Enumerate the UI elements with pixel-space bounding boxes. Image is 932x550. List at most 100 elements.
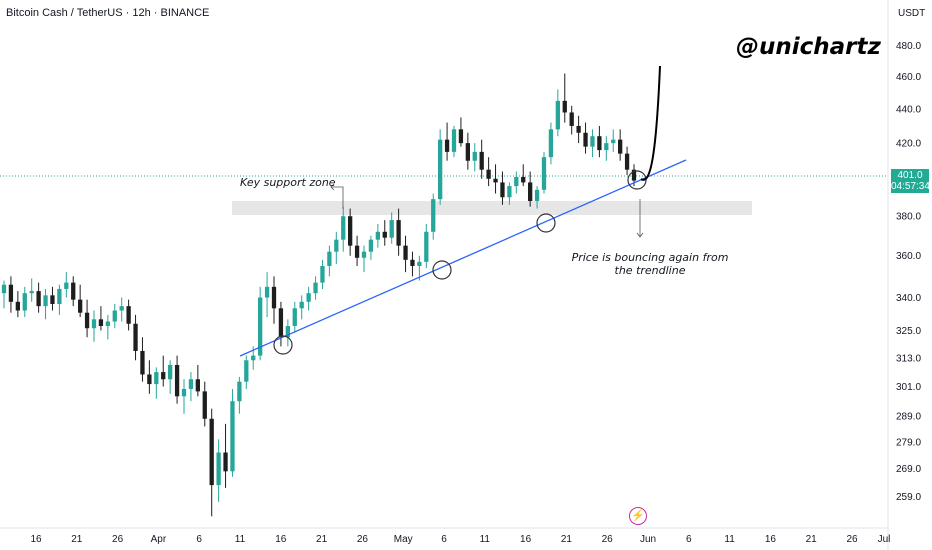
candle-body: [562, 100, 567, 113]
chart-title: Bitcoin Cash / TetherUS · 12h · BINANCE: [6, 7, 210, 19]
candle-body: [223, 452, 228, 472]
candle-body: [431, 199, 436, 232]
y-tick-label: 325.0: [896, 326, 921, 337]
candle-body: [50, 295, 55, 304]
candle-body: [299, 301, 304, 309]
x-tick-label: 6: [196, 534, 202, 545]
candle-body: [528, 182, 533, 202]
candle-body: [71, 282, 76, 300]
bounce-note-line-1: Price is bouncing again from: [571, 251, 729, 264]
x-tick-label: 26: [112, 534, 124, 545]
candle-body: [57, 288, 62, 304]
y-tick-label: 360.0: [896, 251, 921, 262]
candle-body: [98, 319, 104, 326]
candle-body: [84, 312, 90, 329]
candle-body: [458, 129, 464, 144]
author-handle: @unichartz: [736, 34, 881, 60]
bounce-label-arrowhead: [636, 232, 644, 238]
candle-body: [597, 136, 602, 151]
y-tick-label: 380.0: [896, 212, 921, 223]
candle-body: [618, 139, 623, 154]
y-tick-label: 313.0: [896, 353, 921, 364]
candle-body: [292, 308, 297, 326]
trendline-touch-2: [432, 260, 452, 280]
candle-body: [154, 372, 159, 385]
x-tick-label: 6: [441, 534, 447, 545]
candle-body: [514, 176, 519, 187]
y-tick-label: 289.0: [896, 412, 921, 423]
candle-body: [29, 291, 34, 294]
y-tick-label: 340.0: [896, 293, 921, 304]
candle-body: [375, 231, 380, 240]
candle-body: [15, 301, 20, 311]
x-tick-label: 21: [71, 534, 83, 545]
candle-body: [258, 297, 263, 356]
x-axis-labels: 16 21 26 Apr 6 11 16 21 26 May 6 11 16 21 26 Jun 6 11 16 21…: [30, 534, 890, 545]
candle-body: [22, 293, 27, 311]
candle-body: [354, 245, 360, 258]
y-tick-label: 460.0: [896, 72, 921, 83]
candle-body: [507, 186, 512, 198]
candle-body: [438, 139, 443, 200]
candle-body: [78, 299, 83, 313]
candle-body: [105, 321, 110, 326]
candle-body: [361, 251, 367, 258]
x-tick-label: 11: [235, 534, 246, 545]
x-tick-label: Jul: [878, 534, 891, 545]
candle-body: [631, 169, 637, 181]
last-price-value: 401.0: [897, 170, 923, 181]
candle-body: [472, 151, 477, 161]
candle-body: [209, 418, 214, 486]
support-zone-label: Key support zone: [240, 176, 336, 189]
candle-body: [161, 372, 166, 380]
candle-body: [403, 245, 408, 260]
x-tick-label: 16: [275, 534, 287, 545]
bounce-note-line-2: the trendline: [614, 264, 686, 277]
candle-body: [36, 291, 41, 307]
candle-body: [465, 143, 470, 161]
key-support-zone: [232, 201, 752, 215]
x-tick-label: 26: [846, 534, 858, 545]
candle-body: [230, 401, 235, 472]
x-tick-label: 6: [686, 534, 692, 545]
candle-body: [133, 323, 138, 351]
y-tick-label: 259.0: [896, 492, 921, 503]
y-axis-labels: 480.0 460.0 440.0 420.0 380.0 360.0 340.0 325.0…: [896, 41, 921, 503]
last-price-label: 401.0 04:57:34: [891, 169, 930, 193]
trendline[interactable]: [239, 159, 687, 357]
x-tick-label: 21: [806, 534, 818, 545]
candle-body: [271, 286, 277, 309]
candle-body: [451, 129, 457, 152]
trendline-touch-3: [536, 213, 556, 233]
candle-body: [410, 259, 415, 266]
candle-body: [334, 239, 339, 252]
candle-body: [341, 216, 346, 240]
candle-body: [320, 265, 325, 283]
bounce-note: Price is bouncing again from the trendli…: [570, 251, 730, 277]
trendline-touch-4: [627, 170, 647, 190]
candle-body: [327, 251, 332, 266]
currency-unit[interactable]: USDT: [898, 8, 926, 19]
candle-body: [126, 306, 131, 324]
candle-body: [541, 157, 547, 190]
candle-body: [486, 169, 491, 179]
candle-body: [216, 452, 221, 486]
candle-body: [278, 308, 284, 338]
candle-body: [237, 381, 242, 402]
y-tick-label: 480.0: [896, 41, 921, 52]
y-tick-label: 279.0: [896, 437, 921, 448]
candle-body: [396, 220, 401, 246]
candle-body: [147, 374, 152, 385]
x-tick-label: 16: [520, 534, 532, 545]
candle-body: [569, 112, 574, 126]
y-tick-label: 440.0: [896, 105, 921, 116]
lightning-icon[interactable]: ⚡: [629, 507, 647, 525]
candle-body: [174, 364, 180, 397]
support-label-arrow: [331, 186, 344, 209]
candle-body: [244, 360, 249, 382]
candle-body: [140, 350, 145, 375]
x-tick-label: 21: [561, 534, 573, 545]
x-tick-label: May: [394, 534, 413, 545]
candle-body: [1, 284, 7, 294]
